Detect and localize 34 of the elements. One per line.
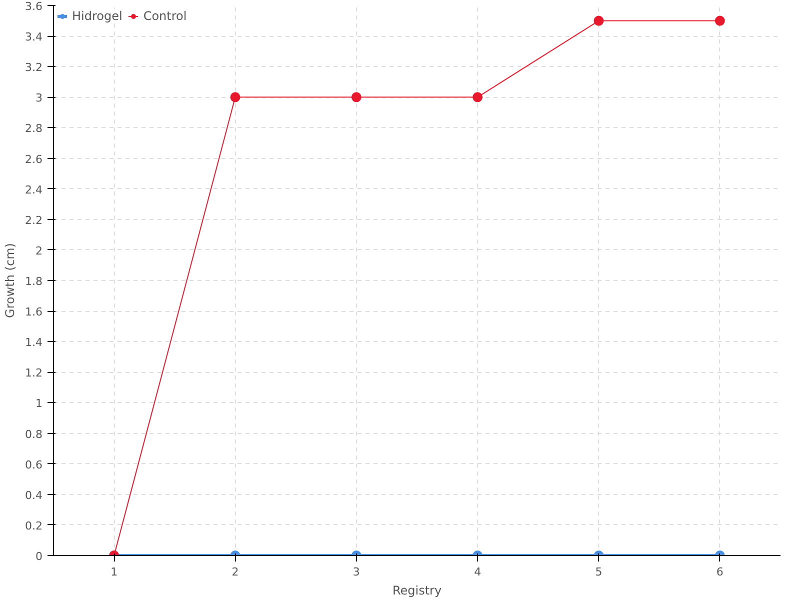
legend-label: Control — [143, 9, 187, 23]
y-tick-label: 3.2 — [25, 61, 43, 74]
y-tick-label: 1.6 — [25, 306, 43, 319]
x-tick-label: 6 — [716, 566, 724, 578]
x-axis-title: Registry — [392, 584, 442, 598]
x-tick-label: 3 — [352, 566, 360, 578]
y-tick-label: 2.8 — [25, 122, 43, 136]
point — [472, 92, 483, 102]
y-tick-label: 1.8 — [25, 275, 43, 288]
y-tick-label: 0.6 — [25, 458, 43, 472]
y-tick-label: 1.4 — [25, 336, 43, 350]
y-tick-label: 0.8 — [25, 428, 43, 441]
point — [594, 16, 604, 26]
point — [230, 92, 240, 102]
y-tick-label: 1 — [36, 397, 42, 410]
y-tick-label: 2.4 — [25, 183, 43, 196]
x-tick-label: 4 — [474, 566, 482, 578]
y-tick-label: 3.6 — [25, 0, 43, 13]
y-tick-label: 2.2 — [25, 214, 43, 227]
y-tick-label: 1.2 — [25, 366, 43, 380]
x-tick-label: 5 — [595, 566, 602, 578]
x-tick-label: 1 — [110, 566, 118, 578]
y-tick-label: 2 — [36, 244, 42, 258]
point — [714, 16, 725, 26]
y-tick-label: 0.2 — [25, 519, 43, 532]
y-tick-label: 3.4 — [25, 30, 43, 44]
y-tick-label: 2.6 — [25, 152, 43, 166]
y-tick-label: 0.4 — [25, 488, 43, 502]
legend-label: Hidrogel — [72, 9, 122, 23]
point — [351, 92, 362, 102]
y-axis-title: Growth (cm) — [3, 243, 18, 318]
y-tick-label: 0 — [36, 550, 42, 563]
x-tick-label: 2 — [232, 566, 239, 578]
y-tick-label: 3 — [36, 92, 42, 105]
